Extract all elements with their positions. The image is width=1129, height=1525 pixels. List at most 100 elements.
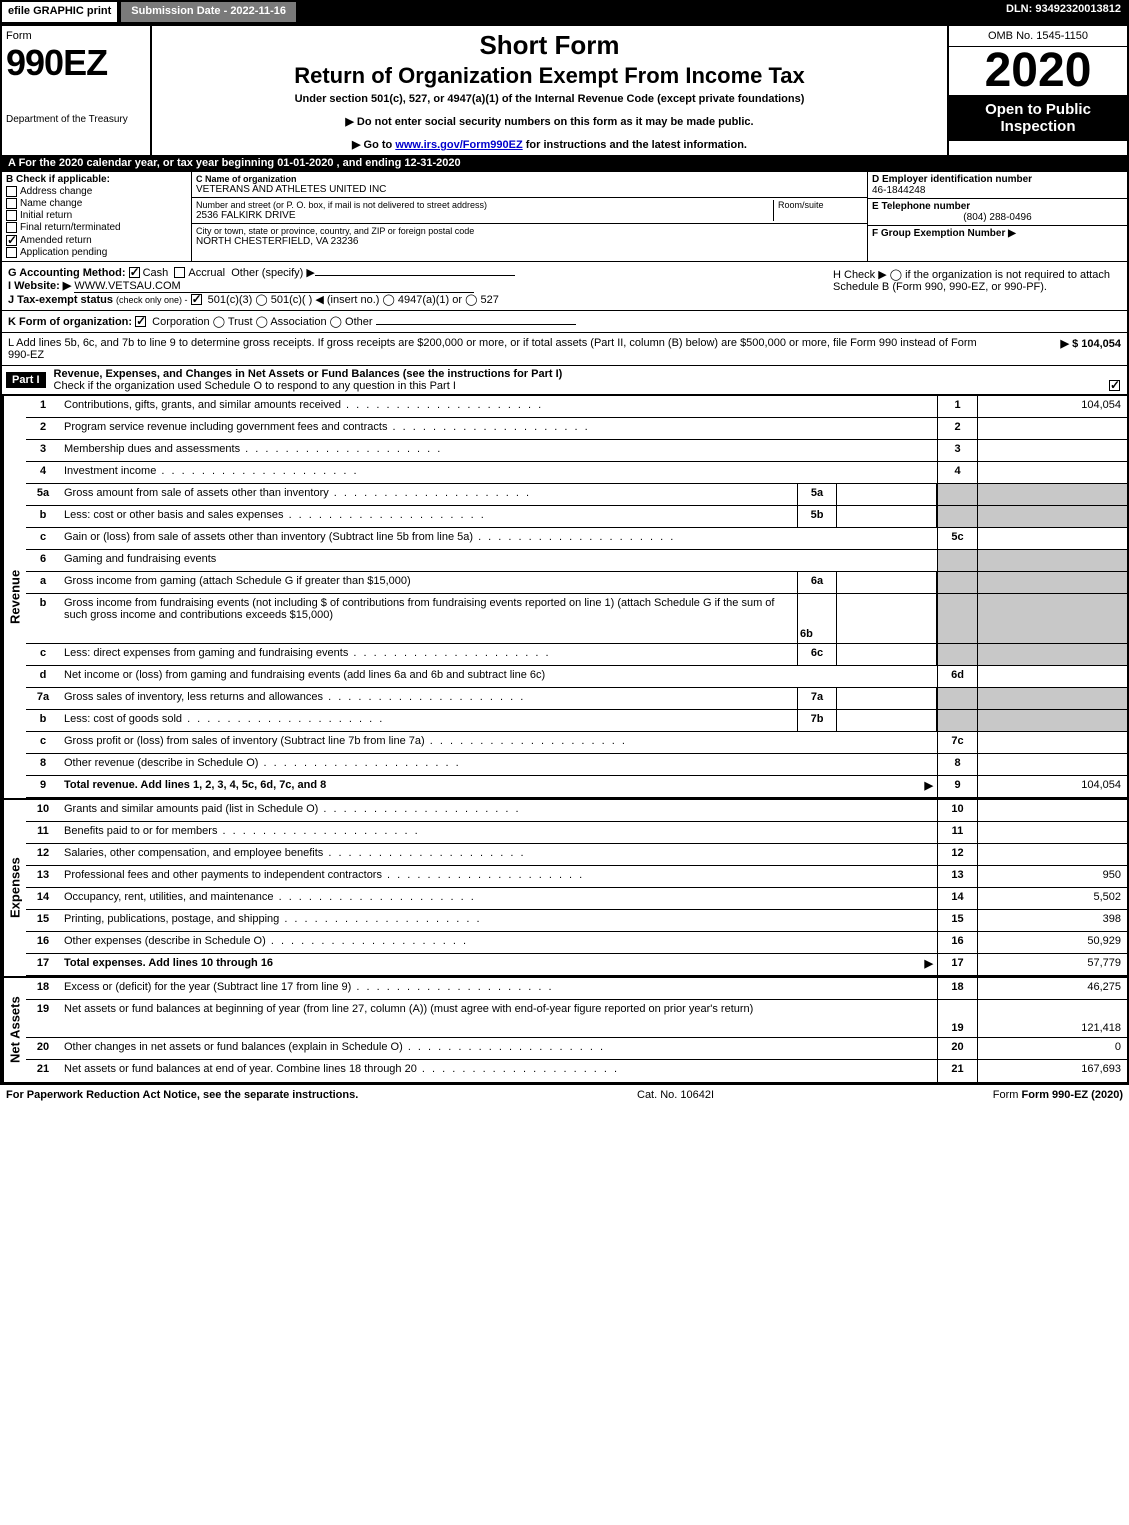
line-13-amount: 950	[977, 866, 1127, 887]
ein-row: D Employer identification number 46-1844…	[868, 172, 1127, 199]
city-value: NORTH CHESTERFIELD, VA 23236	[196, 236, 474, 247]
tax-year: 2020	[949, 47, 1127, 95]
website-value: WWW.VETSAU.COM	[74, 280, 474, 293]
line-1-desc: Contributions, gifts, grants, and simila…	[60, 396, 937, 417]
h-block: H Check ▶ ◯ if the organization is not r…	[827, 262, 1127, 310]
line-10-amount	[977, 800, 1127, 821]
group-row: F Group Exemption Number ▶	[868, 226, 1127, 261]
line-7b-subval	[837, 710, 937, 731]
info-grid: B Check if applicable: Address change Na…	[2, 171, 1127, 261]
line-2-amount	[977, 418, 1127, 439]
line-i: I Website: ▶ WWW.VETSAU.COM	[8, 279, 821, 293]
form-container: Form 990EZ Department of the Treasury Sh…	[0, 24, 1129, 1084]
line-12-amount	[977, 844, 1127, 865]
chk-schedule-o[interactable]	[1109, 380, 1120, 391]
netassets-block: Net Assets 18Excess or (deficit) for the…	[2, 976, 1127, 1082]
group-label: F Group Exemption Number ▶	[872, 228, 1123, 239]
l-text: L Add lines 5b, 6c, and 7b to line 9 to …	[8, 337, 1001, 361]
street-value: 2536 FALKIRK DRIVE	[196, 210, 773, 221]
line-12-desc: Salaries, other compensation, and employ…	[60, 844, 937, 865]
part1-label: Part I	[6, 372, 46, 388]
i-label: I Website: ▶	[8, 280, 71, 292]
city-row: City or town, state or province, country…	[192, 224, 867, 249]
line-6a-subval	[837, 572, 937, 593]
org-name-row: C Name of organization VETERANS AND ATHL…	[192, 172, 867, 198]
part1-check-note: Check if the organization used Schedule …	[54, 380, 456, 392]
line-5b-desc: Less: cost or other basis and sales expe…	[60, 506, 797, 527]
chk-amended-return[interactable]: Amended return	[6, 235, 187, 246]
line-11-amount	[977, 822, 1127, 843]
phone-label: E Telephone number	[872, 201, 1123, 212]
line-g: G Accounting Method: Cash Accrual Other …	[8, 266, 821, 279]
department-label: Department of the Treasury	[6, 114, 146, 125]
netassets-sidelabel: Net Assets	[2, 978, 26, 1082]
chk-accrual[interactable]	[174, 267, 185, 278]
part1-title: Revenue, Expenses, and Changes in Net As…	[54, 368, 563, 380]
dln-label: DLN: 93492320013812	[998, 0, 1129, 24]
ein-label: D Employer identification number	[872, 174, 1123, 185]
line-8-amount	[977, 754, 1127, 775]
line-14-desc: Occupancy, rent, utilities, and maintena…	[60, 888, 937, 909]
line-j: J Tax-exempt status (check only one) - 5…	[8, 293, 821, 306]
l-amount: ▶ $ 104,054	[1001, 337, 1121, 361]
line-14-amount: 5,502	[977, 888, 1127, 909]
chk-application-pending[interactable]: Application pending	[6, 247, 187, 258]
line-6d-amount	[977, 666, 1127, 687]
line-4-amount	[977, 462, 1127, 483]
line-21-amount: 167,693	[977, 1060, 1127, 1082]
chk-final-return[interactable]: Final return/terminated	[6, 222, 187, 233]
section-a-bar: A For the 2020 calendar year, or tax yea…	[2, 155, 1127, 171]
chk-name-change[interactable]: Name change	[6, 198, 187, 209]
line-15-desc: Printing, publications, postage, and shi…	[60, 910, 937, 931]
line-6b-desc: Gross income from fundraising events (no…	[60, 594, 797, 643]
column-c: C Name of organization VETERANS AND ATHL…	[192, 172, 867, 261]
org-name-value: VETERANS AND ATHLETES UNITED INC	[196, 184, 386, 195]
street-label: Number and street (or P. O. box, if mail…	[196, 200, 773, 210]
header-right: OMB No. 1545-1150 2020 Open to Public In…	[947, 26, 1127, 155]
note-link-post: for instructions and the latest informat…	[523, 139, 747, 151]
chk-cash[interactable]	[129, 267, 140, 278]
line-6a-desc: Gross income from gaming (attach Schedul…	[60, 572, 797, 593]
line-6b-subval	[837, 594, 937, 643]
chk-corporation[interactable]	[135, 316, 146, 327]
line-5c-amount	[977, 528, 1127, 549]
top-bar: efile GRAPHIC print Submission Date - 20…	[0, 0, 1129, 24]
form-word: Form	[6, 30, 146, 42]
line-3-amount	[977, 440, 1127, 461]
line-18-desc: Excess or (deficit) for the year (Subtra…	[60, 978, 937, 999]
line-5b-subval	[837, 506, 937, 527]
line-10-desc: Grants and similar amounts paid (list in…	[60, 800, 937, 821]
line-9-desc: Total revenue. Add lines 1, 2, 3, 4, 5c,…	[60, 776, 937, 797]
line-1-amount: 104,054	[977, 396, 1127, 417]
line-20-desc: Other changes in net assets or fund bala…	[60, 1038, 937, 1059]
line-4-desc: Investment income	[60, 462, 937, 483]
chk-initial-return[interactable]: Initial return	[6, 210, 187, 221]
form-number: 990EZ	[6, 42, 146, 84]
line-6c-subval	[837, 644, 937, 665]
chk-501c3[interactable]	[191, 294, 202, 305]
line-17-desc: Total expenses. Add lines 10 through 16 …	[60, 954, 937, 975]
chk-address-change[interactable]: Address change	[6, 186, 187, 197]
efile-print-label[interactable]: efile GRAPHIC print	[0, 0, 119, 24]
expenses-block: Expenses 10Grants and similar amounts pa…	[2, 798, 1127, 976]
part1-header-row: Part I Revenue, Expenses, and Changes in…	[2, 365, 1127, 394]
line-k: K Form of organization: Corporation ◯ Tr…	[2, 310, 1127, 332]
line-8-desc: Other revenue (describe in Schedule O)	[60, 754, 937, 775]
other-specify-input[interactable]	[315, 275, 515, 276]
line-7c-desc: Gross profit or (loss) from sales of inv…	[60, 732, 937, 753]
line-7b-desc: Less: cost of goods sold	[60, 710, 797, 731]
revenue-block: Revenue 1Contributions, gifts, grants, a…	[2, 394, 1127, 798]
open-inspection: Open to Public Inspection	[949, 95, 1127, 141]
irs-link[interactable]: www.irs.gov/Form990EZ	[395, 139, 522, 151]
note-ssn: ▶ Do not enter social security numbers o…	[156, 115, 943, 128]
note-link: ▶ Go to www.irs.gov/Form990EZ for instru…	[156, 138, 943, 151]
room-label: Room/suite	[778, 200, 863, 210]
k-other-input[interactable]	[376, 324, 576, 325]
line-13-desc: Professional fees and other payments to …	[60, 866, 937, 887]
expenses-sidelabel: Expenses	[2, 800, 26, 976]
phone-value: (804) 288-0496	[872, 212, 1123, 223]
line-7c-amount	[977, 732, 1127, 753]
line-7a-desc: Gross sales of inventory, less returns a…	[60, 688, 797, 709]
line-2-desc: Program service revenue including govern…	[60, 418, 937, 439]
revenue-sidelabel: Revenue	[2, 396, 26, 798]
